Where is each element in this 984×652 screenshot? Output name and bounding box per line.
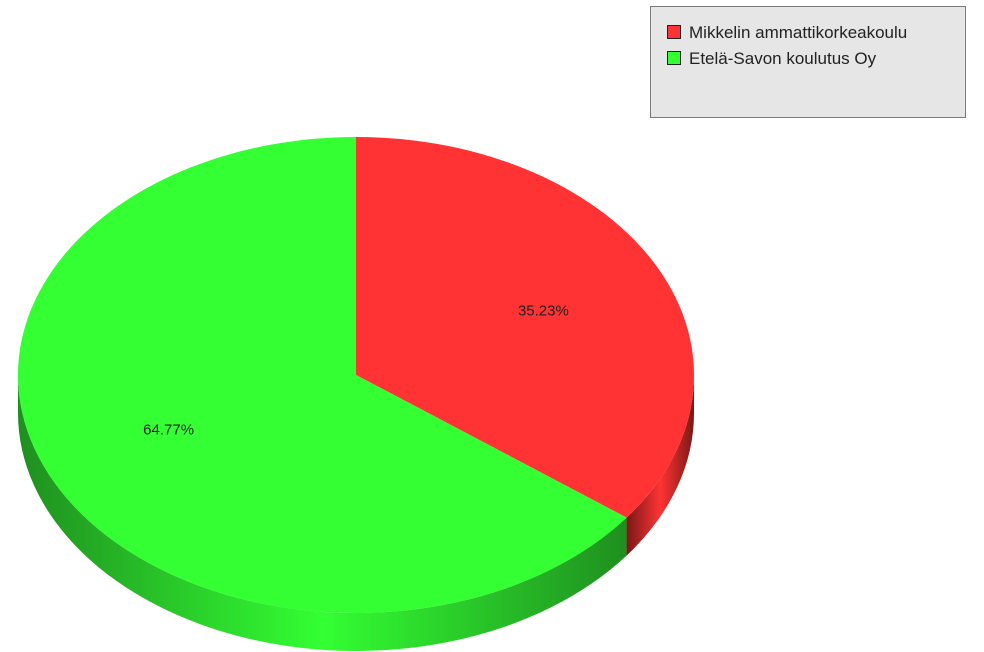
chart-legend: Mikkelin ammattikorkeakoulu Etelä-Savon … [650,6,966,118]
legend-label: Mikkelin ammattikorkeakoulu [689,23,908,42]
legend-label: Etelä-Savon koulutus Oy [689,49,877,68]
pie-slice-0 [356,137,694,518]
pie-side-0 [626,375,694,556]
legend-item-etela-savon: Etelä-Savon koulutus Oy [667,47,955,71]
pie-side-1 [18,375,627,651]
slice-data-label: 64.77% [143,422,194,439]
legend-swatch-red [667,25,681,39]
slice-data-label: 35.23% [518,302,569,319]
legend-swatch-green [667,51,681,65]
pie-slice-1 [17,137,627,613]
legend-item-mikkelin: Mikkelin ammattikorkeakoulu [667,21,955,45]
